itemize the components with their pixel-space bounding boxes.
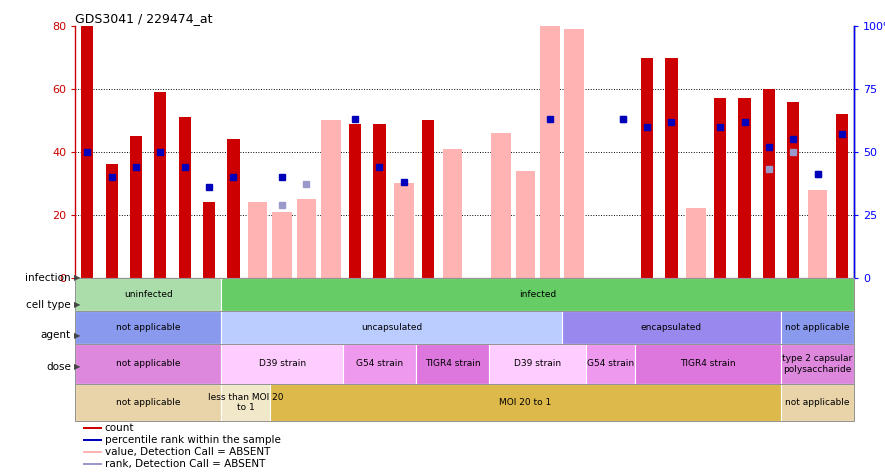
Text: not applicable: not applicable [116,322,181,331]
Text: D39 strain: D39 strain [258,359,305,368]
Bar [83,451,102,453]
Bar [221,310,562,344]
Bar [83,464,102,465]
Text: ▶: ▶ [74,331,81,340]
Text: type 2 capsular
polysaccharide: type 2 capsular polysaccharide [782,354,852,374]
Text: ▶: ▶ [74,273,81,282]
Bar [273,211,292,277]
Bar [343,344,416,384]
Bar [763,89,775,277]
Text: G54 strain: G54 strain [356,359,403,368]
Text: infection: infection [25,273,71,283]
Bar [221,277,854,310]
Bar [321,120,341,277]
Bar [81,26,94,277]
Text: MOI 20 to 1: MOI 20 to 1 [499,398,551,407]
Text: rank, Detection Call = ABSENT: rank, Detection Call = ABSENT [104,459,266,469]
Bar [75,344,221,384]
Bar [416,344,489,384]
Bar [540,20,559,277]
Text: cell type: cell type [27,300,71,310]
Bar [203,202,215,277]
Bar [296,199,316,277]
Text: ▶: ▶ [74,300,81,309]
Bar [562,310,781,344]
Bar [270,384,781,420]
Bar [248,202,267,277]
Bar [349,124,361,277]
Text: G54 strain: G54 strain [587,359,635,368]
Bar [394,183,413,277]
Bar [835,114,848,277]
Text: GDS3041 / 229474_at: GDS3041 / 229474_at [75,12,212,25]
Bar [491,133,511,277]
Text: not applicable: not applicable [116,398,181,407]
Bar [105,164,118,277]
Bar [422,120,435,277]
Text: not applicable: not applicable [785,322,850,331]
Bar [781,384,854,420]
Text: uninfected: uninfected [124,290,173,299]
Text: dose: dose [46,362,71,372]
Bar [130,136,142,277]
Text: TIGR4 strain: TIGR4 strain [681,359,735,368]
Bar [686,209,705,277]
Text: D39 strain: D39 strain [514,359,561,368]
Bar [666,57,678,277]
Text: less than MOI 20
to 1: less than MOI 20 to 1 [208,393,283,412]
Bar [75,310,221,344]
Bar [221,344,343,384]
Text: TIGR4 strain: TIGR4 strain [425,359,481,368]
Bar [641,57,653,277]
Bar [635,344,781,384]
Bar [738,99,750,277]
Text: not applicable: not applicable [116,359,181,368]
Bar [83,439,102,441]
Bar [221,384,270,420]
Bar [808,190,827,277]
Text: not applicable: not applicable [785,398,850,407]
Text: infected: infected [519,290,557,299]
Bar [83,427,102,429]
Text: percentile rank within the sample: percentile rank within the sample [104,435,281,445]
Bar [75,277,221,310]
Text: agent: agent [41,330,71,340]
Text: uncapsulated: uncapsulated [361,322,422,331]
Bar [75,384,221,420]
Bar [179,117,191,277]
Text: value, Detection Call = ABSENT: value, Detection Call = ABSENT [104,447,270,457]
Bar [516,171,535,277]
Bar [781,344,854,384]
Text: ▶: ▶ [74,362,81,371]
Bar [442,149,462,277]
Text: encapsulated: encapsulated [641,322,702,331]
Bar [787,101,799,277]
Bar [227,139,240,277]
Bar [489,344,586,384]
Bar [565,29,584,277]
Bar [586,344,635,384]
Bar [373,124,386,277]
Bar [714,99,727,277]
Text: count: count [104,423,135,433]
Bar [154,92,166,277]
Bar [781,310,854,344]
